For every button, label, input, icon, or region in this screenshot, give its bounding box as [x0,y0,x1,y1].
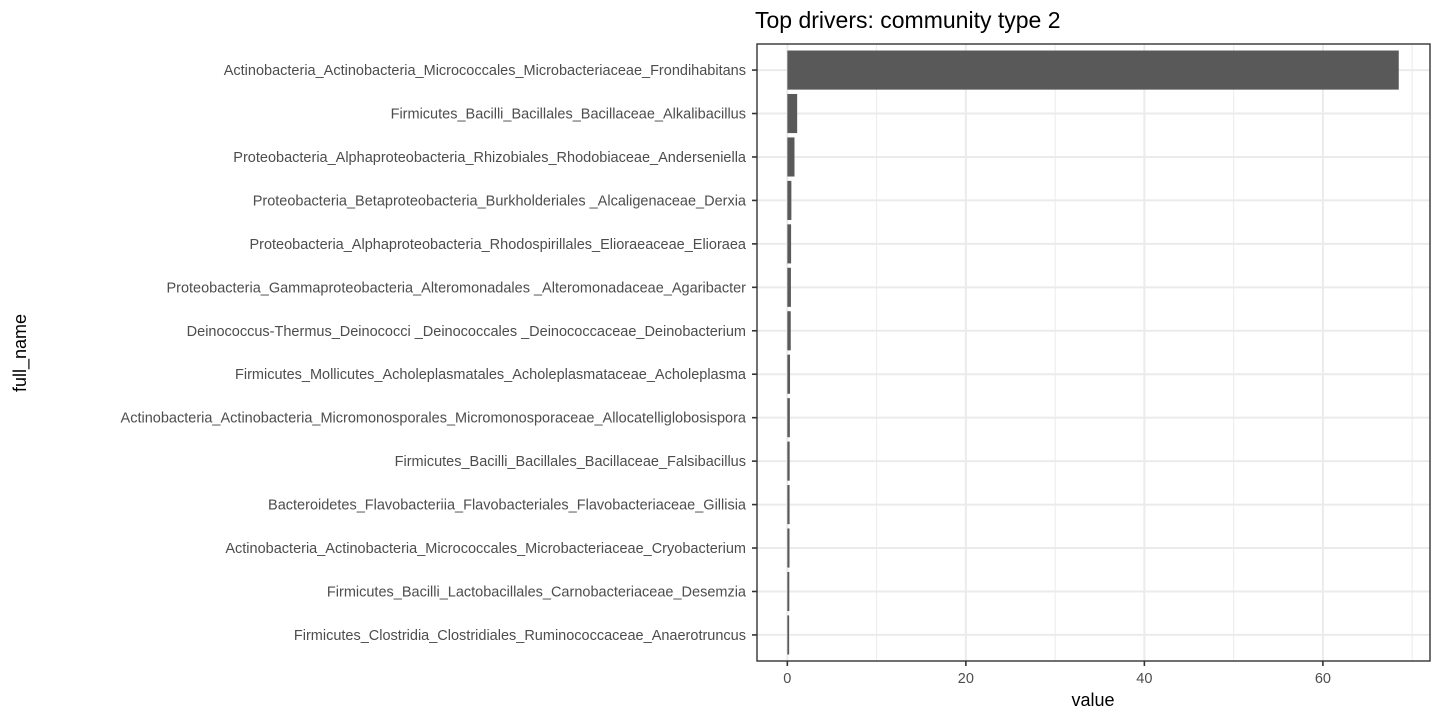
y-tick-label: Firmicutes_Bacilli_Lactobacillales_Carno… [327,584,747,600]
chart-title: Top drivers: community type 2 [755,7,1061,33]
bar-4 [787,180,792,220]
x-tick-label: 40 [1136,671,1152,687]
y-tick-label: Actinobacteria_Actinobacteria_Micrococca… [224,63,746,79]
x-axis: 0 20 40 60 [783,661,1331,687]
bar-8 [787,354,791,394]
bar-2 [787,93,798,134]
y-tick-label: Firmicutes_Bacilli_Bacillales_Bacillacea… [391,107,746,123]
bar-6 [787,267,791,307]
bar-5 [787,224,792,264]
bar-9 [787,398,790,438]
y-tick-label: Firmicutes_Mollicutes_Acholeplasmatales_… [235,367,747,383]
grid-lines [757,44,1430,661]
y-tick-label: Firmicutes_Bacilli_Bacillales_Bacillacea… [395,454,746,470]
bar-10 [787,441,790,481]
y-tick-label: Bacteroidetes_Flavobacteriia_Flavobacter… [268,498,747,514]
y-tick-label: Actinobacteria_Actinobacteria_Micrococca… [225,541,746,557]
x-tick-label: 20 [958,671,974,687]
y-tick-label: Firmicutes_Clostridia_Clostridiales_Rumi… [294,628,746,644]
y-tick-label: Actinobacteria_Actinobacteria_Micromonos… [121,411,747,427]
x-axis-title: value [1071,690,1114,710]
panel-border [756,43,1431,662]
bar-13 [787,571,790,612]
bar-1 [787,50,1399,90]
bars [787,50,1399,655]
y-tick-label: Deinococcus-Thermus_Deinococci _Deinococ… [187,324,746,340]
y-axis-title: full_name [10,314,31,392]
x-tick-label: 0 [783,671,791,687]
bar-7 [787,311,791,351]
bar-3 [787,137,795,177]
x-tick-label: 60 [1315,671,1331,687]
bar-12 [787,528,790,568]
y-tick-label: Proteobacteria_Betaproteobacteria_Burkho… [253,193,747,209]
y-tick-label: Proteobacteria_Alphaproteobacteria_Rhizo… [233,150,747,166]
bar-14 [787,615,790,655]
bar-11 [787,485,790,525]
y-tick-label: Proteobacteria_Alphaproteobacteria_Rhodo… [249,237,746,253]
y-tick-label: Proteobacteria_Gammaproteobacteria_Alter… [166,280,746,296]
y-axis: Actinobacteria_Actinobacteria_Micrococca… [121,63,757,644]
